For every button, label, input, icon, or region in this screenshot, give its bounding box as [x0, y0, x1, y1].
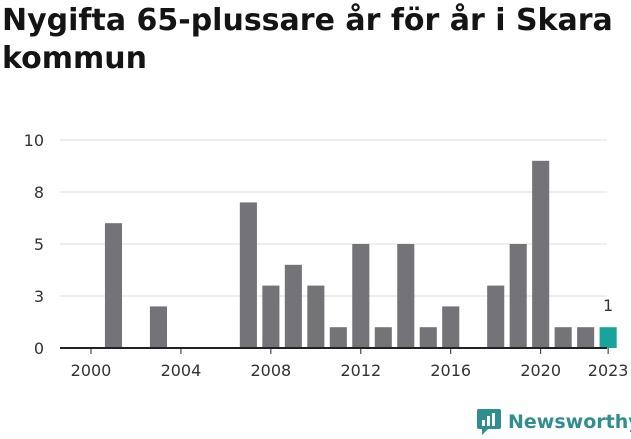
x-tick-label: 2008: [251, 361, 292, 380]
bars: [104, 160, 617, 348]
bar: [397, 244, 415, 348]
bar: [329, 327, 347, 348]
bar: [577, 327, 595, 348]
bar: [487, 285, 505, 348]
bar: [554, 327, 572, 348]
bar: [442, 306, 460, 348]
bar: [352, 244, 370, 348]
x-tick-label: 2000: [71, 361, 112, 380]
chart-title: Nygifta 65-plussare år för år i Skara ko…: [2, 3, 613, 76]
data-label: 1: [603, 296, 613, 315]
x-tick-label: 2016: [430, 361, 471, 380]
x-axis: 2000 2004 2008 2012 2016 2020 2023: [60, 347, 629, 380]
bar: [307, 285, 325, 348]
bar: [239, 202, 257, 348]
brand-name: Newsworthy: [508, 411, 631, 433]
bar: [374, 327, 392, 348]
bar: [262, 285, 280, 348]
y-tick-label: 0: [34, 339, 44, 358]
bar: [532, 160, 550, 348]
data-labels: 1: [603, 296, 613, 315]
bar: [149, 306, 167, 348]
y-tick-label: 10: [24, 131, 44, 150]
newsworthy-chart-bubble-icon: [477, 409, 501, 435]
bar: [104, 223, 123, 348]
x-tick-label: 2004: [161, 361, 202, 380]
x-tick-label: 2012: [340, 361, 381, 380]
bar: [419, 327, 437, 348]
bar: [509, 244, 527, 348]
y-tick-label: 3: [34, 287, 44, 306]
y-tick-label: 5: [34, 235, 44, 254]
x-tick-label: 2023: [588, 361, 629, 380]
y-axis: 0 3 5 8 10: [24, 131, 44, 358]
y-tick-label: 8: [34, 183, 44, 202]
brand-logo: Newsworthy: [476, 407, 631, 437]
bar: [284, 264, 302, 348]
x-tick-label: 2020: [520, 361, 561, 380]
highlighted-bar: [599, 327, 617, 348]
